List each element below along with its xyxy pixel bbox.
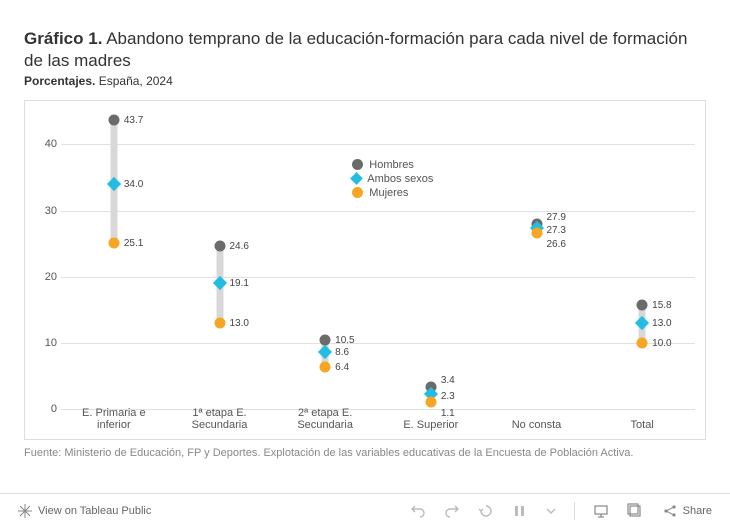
chart-title: Gráfico 1. Abandono temprano de la educa… [24, 28, 706, 72]
source-text: Fuente: Ministerio de Educación, FP y De… [0, 440, 730, 460]
view-label: View on Tableau Public [38, 505, 151, 517]
revert-button[interactable] [474, 499, 498, 523]
present-icon [593, 503, 609, 519]
x-tick-label: E. Primaria e inferior [74, 407, 154, 431]
revert-icon [478, 503, 494, 519]
value-label: 25.1 [124, 238, 143, 249]
share-button[interactable]: Share [657, 500, 718, 522]
marker-mujeres [637, 337, 648, 348]
legend-swatch [352, 159, 363, 170]
marker-hombres [320, 334, 331, 345]
title-main: Abandono temprano de la educación-formac… [24, 29, 687, 70]
plot-area: 01020304043.734.025.1E. Primaria e infer… [61, 111, 695, 409]
gridline [61, 211, 695, 212]
view-on-tableau-button[interactable]: View on Tableau Public [12, 500, 157, 522]
x-tick-label: Total [631, 419, 654, 431]
marker-mujeres [214, 318, 225, 329]
legend-label: Mujeres [369, 187, 408, 199]
value-label: 43.7 [124, 115, 143, 126]
marker-mujeres [425, 396, 436, 407]
x-tick-label: E. Superior [403, 419, 458, 431]
title-prefix: Gráfico 1. [24, 29, 102, 48]
redo-button[interactable] [440, 499, 464, 523]
value-label: 13.0 [652, 318, 671, 329]
pause-button[interactable] [508, 499, 532, 523]
value-label: 6.4 [335, 362, 349, 373]
value-label: 19.1 [230, 278, 249, 289]
marker-hombres [637, 299, 648, 310]
y-tick-label: 30 [31, 205, 57, 217]
legend-row: Ambos sexos [352, 173, 433, 185]
undo-button[interactable] [406, 499, 430, 523]
x-tick-label: 2ª etapa E. Secundaria [285, 407, 365, 431]
x-tick-label: No consta [512, 419, 562, 431]
toolbar-separator [574, 502, 575, 520]
gridline [61, 277, 695, 278]
gridline [61, 409, 695, 410]
value-label: 26.6 [547, 239, 566, 250]
legend: Hombres Ambos sexos Mujeres [346, 153, 439, 205]
legend-label: Hombres [369, 159, 414, 171]
value-label: 13.0 [230, 318, 249, 329]
marker-mujeres [108, 237, 119, 248]
value-label: 1.1 [441, 408, 455, 419]
value-label: 24.6 [230, 241, 249, 252]
y-tick-label: 0 [31, 403, 57, 415]
x-tick-label: 1ª etapa E. Secundaria [180, 407, 260, 431]
share-label: Share [683, 505, 712, 517]
legend-row: Hombres [352, 159, 433, 171]
title-area: Gráfico 1. Abandono temprano de la educa… [0, 0, 730, 94]
legend-swatch [352, 187, 363, 198]
marker-ambos [318, 345, 332, 359]
value-label: 15.8 [652, 300, 671, 311]
value-label: 27.3 [547, 225, 566, 236]
present-button[interactable] [589, 499, 613, 523]
pause-icon [512, 503, 528, 519]
marker-ambos [107, 177, 121, 191]
fullscreen-icon [627, 503, 643, 519]
undo-icon [410, 503, 426, 519]
marker-ambos [212, 276, 226, 290]
gridline [61, 343, 695, 344]
subtitle-rest: España, 2024 [99, 74, 173, 88]
value-label: 2.3 [441, 391, 455, 402]
value-label: 34.0 [124, 179, 143, 190]
dropdown-button[interactable] [542, 502, 560, 520]
toolbar: View on Tableau Public Share [0, 493, 730, 527]
legend-row: Mujeres [352, 187, 433, 199]
y-tick-label: 40 [31, 138, 57, 150]
subtitle-prefix: Porcentajes. [24, 74, 95, 88]
gridline [61, 144, 695, 145]
tableau-icon [18, 504, 32, 518]
legend-label: Ambos sexos [367, 173, 433, 185]
value-label: 3.4 [441, 375, 455, 386]
value-label: 10.5 [335, 335, 354, 346]
legend-swatch [350, 173, 363, 186]
value-label: 27.9 [547, 212, 566, 223]
marker-mujeres [320, 361, 331, 372]
value-label: 10.0 [652, 338, 671, 349]
chart-subtitle: Porcentajes. España, 2024 [24, 74, 706, 88]
marker-ambos [635, 316, 649, 330]
chart-container: 0 10 20 30 40 43.7 34.0 25.1 E. Primaria e infer… [24, 100, 706, 440]
value-label: 8.6 [335, 347, 349, 358]
chevron-down-icon [546, 506, 556, 516]
marker-mujeres [531, 228, 542, 239]
y-tick-label: 10 [31, 337, 57, 349]
fullscreen-button[interactable] [623, 499, 647, 523]
marker-hombres [108, 114, 119, 125]
redo-icon [444, 503, 460, 519]
marker-hombres [214, 241, 225, 252]
y-tick-label: 20 [31, 271, 57, 283]
share-icon [663, 504, 677, 518]
